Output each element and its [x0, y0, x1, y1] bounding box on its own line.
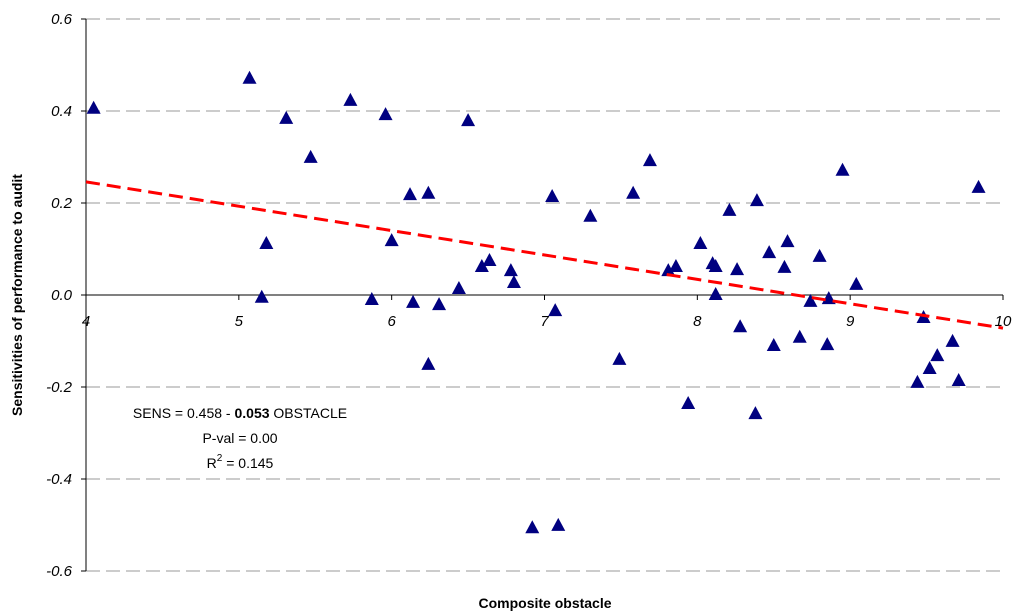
point: [378, 107, 393, 121]
point: [835, 162, 850, 176]
point: [803, 293, 818, 307]
x-tick-label: 6: [387, 313, 396, 330]
x-tick-label: 10: [995, 313, 1012, 330]
point: [812, 248, 827, 262]
point: [551, 517, 566, 531]
x-tick-label: 5: [235, 313, 244, 330]
x-axis-label: Composite obstacle: [478, 595, 611, 611]
point: [708, 287, 723, 300]
point: [626, 185, 641, 199]
point: [668, 258, 683, 272]
point: [749, 193, 764, 207]
r-squared: R2 = 0.145: [207, 453, 274, 471]
point: [971, 179, 986, 193]
point: [548, 303, 563, 317]
point: [474, 258, 489, 272]
point: [403, 187, 418, 201]
y-tick-label: 0.0: [51, 287, 73, 304]
point: [922, 361, 937, 375]
point: [693, 235, 708, 249]
point: [364, 292, 379, 306]
point: [303, 149, 318, 163]
point: [792, 329, 807, 343]
annotation: SENS = 0.458 - 0.053 OBSTACLE P-val = 0.…: [133, 405, 347, 471]
point: [525, 520, 540, 534]
point: [730, 262, 745, 276]
point: [461, 113, 476, 127]
x-tick-label: 7: [540, 313, 549, 330]
r2-text: R: [207, 455, 217, 471]
trend-line: [85, 180, 1004, 330]
point: [766, 338, 781, 352]
point: [910, 374, 925, 388]
point: [583, 208, 598, 222]
point: [482, 252, 497, 266]
equation-text: SENS = 0.458 -: [133, 405, 235, 421]
y-tick-label: 0.4: [51, 103, 72, 120]
point: [748, 406, 763, 420]
p-value: P-val = 0.00: [202, 430, 277, 446]
point: [681, 396, 696, 410]
equation-text: OBSTACLE: [270, 405, 348, 421]
y-tick-label: 0.2: [51, 195, 73, 212]
x-tick-label: 9: [846, 313, 855, 330]
point: [242, 70, 257, 84]
point: [503, 263, 518, 277]
point: [762, 245, 777, 259]
point: [406, 294, 421, 308]
point: [86, 100, 101, 114]
point: [930, 348, 945, 362]
point: [820, 337, 835, 351]
point: [777, 259, 792, 273]
equation: SENS = 0.458 - 0.053 OBSTACLE: [133, 405, 347, 421]
point: [722, 202, 737, 216]
r2-text: = 0.145: [222, 455, 273, 471]
x-tick-label: 8: [693, 313, 702, 330]
point: [945, 333, 960, 347]
r2-sup: 2: [217, 453, 223, 464]
point: [642, 153, 657, 167]
point: [708, 258, 723, 272]
point: [612, 351, 627, 365]
point: [421, 185, 436, 199]
point: [259, 235, 274, 249]
point: [432, 297, 447, 311]
point: [951, 373, 966, 387]
y-tick-label: -0.4: [46, 471, 72, 488]
point: [733, 319, 748, 333]
y-tick-label: -0.6: [46, 563, 73, 580]
point: [661, 263, 676, 277]
point: [780, 234, 795, 248]
slope: 0.053: [234, 405, 269, 421]
point: [254, 289, 269, 303]
point: [545, 189, 560, 203]
point: [384, 233, 399, 247]
point: [421, 356, 436, 370]
point: [849, 276, 864, 290]
y-tick-label: 0.6: [51, 11, 73, 28]
point: [343, 92, 358, 106]
y-tick-label: -0.2: [46, 379, 73, 396]
point: [451, 281, 466, 295]
y-axis-label: Sensitivities of performance to audit: [9, 174, 25, 416]
point: [279, 110, 294, 124]
point: [506, 275, 521, 289]
